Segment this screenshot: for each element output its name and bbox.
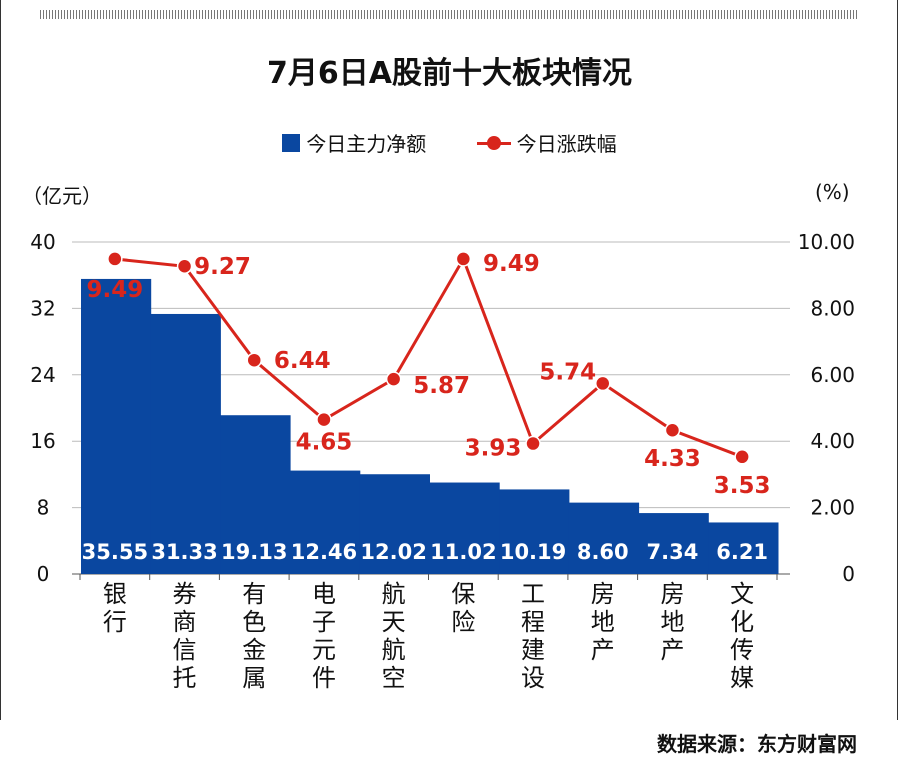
left-axis-unit: （亿元） [22, 184, 102, 208]
left-border [0, 0, 1, 720]
legend-line-swatch-icon [476, 134, 511, 152]
legend-item-line: 今日涨跌幅 [476, 128, 617, 157]
category-label: 文化传媒 [730, 580, 754, 692]
left-tick-label: 8 [37, 496, 50, 520]
category-label: 券商信托 [173, 580, 197, 692]
line-value-label: 4.65 [296, 430, 353, 456]
chart-frame [0, 0, 898, 720]
line-value-label: 5.74 [539, 359, 596, 385]
left-tick-label: 40 [30, 230, 55, 254]
line-point [316, 411, 332, 428]
line-point [525, 435, 541, 452]
bar [150, 313, 221, 574]
right-tick-label: 0 [842, 562, 855, 586]
category-label: 银行 [103, 580, 127, 636]
bar [429, 482, 500, 574]
legend-item-bar: 今日主力净额 [282, 128, 426, 157]
line-value-label: 4.33 [644, 446, 701, 472]
right-tick-label: 4.00 [810, 429, 855, 453]
legend-line-label: 今日涨跌幅 [516, 132, 617, 156]
legend-bar-swatch-icon [282, 133, 301, 152]
line-value-label: 9.49 [483, 251, 540, 277]
legend-bar-label: 今日主力净额 [306, 132, 427, 156]
category-label: 房地产 [660, 580, 684, 664]
category-label: 工程建设 [521, 580, 545, 692]
category-label: 航天航空 [382, 580, 406, 692]
bar [708, 522, 779, 574]
line-point [455, 251, 472, 267]
right-tick-label: 10.00 [798, 230, 855, 254]
bar-value-label: 6.21 [716, 540, 768, 564]
left-tick-label: 0 [37, 562, 50, 586]
data-source: 数据来源：东方财富网 [657, 732, 857, 756]
bar-value-label: 35.55 [82, 540, 148, 564]
line-point [664, 422, 681, 438]
line-point [595, 375, 611, 392]
line-point [176, 258, 193, 274]
category-label: 电子元件 [312, 580, 336, 692]
right-tick-label: 2.00 [810, 496, 855, 520]
category-label: 房地产 [591, 580, 615, 664]
bar [359, 474, 430, 574]
right-tick-label: 6.00 [810, 363, 855, 387]
bar-value-label: 11.02 [430, 540, 496, 564]
line-point [246, 352, 262, 368]
chart-title: 7月6日A股前十大板块情况 [267, 56, 632, 91]
bar [638, 513, 709, 574]
left-tick-label: 16 [30, 429, 55, 453]
bar-value-label: 10.19 [500, 540, 566, 564]
bar [568, 502, 640, 574]
bar-value-label: 12.46 [291, 540, 357, 564]
category-label: 有色金属 [242, 580, 266, 692]
line-value-label: 9.49 [86, 277, 143, 303]
legend: 今日主力净额 今日涨跌幅 [0, 128, 899, 157]
line-point [107, 251, 123, 267]
top-dotted-rule [40, 10, 858, 19]
line-value-label: 3.93 [465, 436, 522, 462]
right-axis-unit: (%) [815, 180, 850, 204]
line-series [114, 255, 743, 459]
bar [290, 470, 361, 574]
line-value-label: 6.44 [274, 348, 331, 374]
bar-value-label: 19.13 [221, 540, 287, 564]
bar-value-label: 12.02 [360, 540, 426, 564]
bar-value-label: 31.33 [151, 540, 217, 564]
bar [220, 415, 291, 574]
line-value-label: 3.53 [714, 473, 771, 499]
line-value-label: 9.27 [194, 254, 251, 280]
left-tick-label: 32 [30, 296, 55, 320]
bar [81, 278, 152, 574]
category-label: 保险 [451, 580, 475, 636]
bar [499, 489, 570, 574]
line-value-label: 5.87 [413, 373, 470, 399]
right-tick-label: 8.00 [810, 296, 855, 320]
bar-value-label: 7.34 [647, 540, 699, 564]
line-point [385, 371, 402, 387]
bar-value-label: 8.60 [577, 540, 629, 564]
left-tick-label: 24 [30, 363, 55, 387]
line-point [734, 449, 750, 465]
